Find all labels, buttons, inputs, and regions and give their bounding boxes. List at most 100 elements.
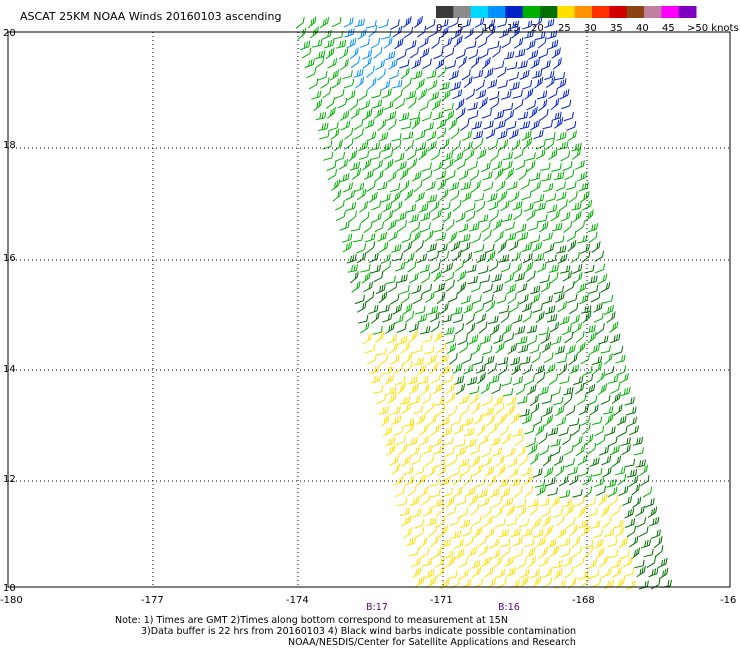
wind-barb (444, 110, 455, 122)
wind-barb (393, 425, 404, 437)
wind-barb (394, 152, 405, 163)
wind-barb (539, 444, 550, 456)
wind-barb (560, 150, 571, 162)
wind-barb (498, 305, 510, 314)
wind-barb (658, 567, 669, 580)
wind-barb (415, 526, 425, 539)
wind-barb (501, 545, 511, 558)
wind-barb (551, 163, 562, 172)
wind-barb (411, 117, 421, 130)
wind-barb (512, 200, 523, 211)
wind-barb (473, 356, 484, 366)
wind-barb (392, 303, 403, 315)
wind-barb (419, 264, 430, 274)
wind-barb (497, 464, 506, 477)
wind-barb (494, 230, 504, 243)
wind-barb (548, 264, 559, 273)
wind-barb (318, 122, 329, 132)
wind-barb (442, 211, 452, 224)
wind-barb (445, 383, 455, 394)
wind-barb (400, 180, 410, 193)
wind-barb (614, 466, 626, 476)
wind-barb (653, 536, 663, 549)
lon-label-174: -174 (286, 595, 309, 606)
wind-barb (587, 223, 599, 233)
wind-barb (481, 57, 491, 70)
wind-barb (450, 467, 461, 477)
wind-barb (551, 111, 562, 121)
wind-barb (506, 283, 517, 295)
wind-barb (654, 545, 664, 558)
wind-barb (509, 356, 521, 366)
wind-barb (548, 88, 558, 99)
wind-barb (500, 487, 511, 498)
wind-barb (564, 169, 575, 181)
wind-barb (374, 221, 385, 233)
wind-barb (458, 458, 470, 468)
wind-barb (440, 201, 451, 211)
wind-barb (463, 141, 473, 152)
wind-barb (554, 72, 566, 81)
wind-barb (465, 88, 476, 100)
wind-barb (402, 131, 414, 140)
wind-barb (356, 188, 367, 201)
wind-barb (588, 284, 599, 295)
lat-label-12: 12 (3, 474, 16, 485)
wind-barb (617, 426, 628, 437)
wind-barb (522, 311, 533, 323)
wind-barb (546, 204, 558, 214)
wind-barb (434, 282, 446, 293)
wind-barb (516, 223, 527, 234)
wind-barb (556, 355, 567, 364)
wind-barb (362, 56, 372, 69)
wind-barb (565, 281, 575, 293)
wind-barb (311, 39, 323, 48)
wind-barb (405, 90, 417, 100)
legend-swatch (453, 6, 472, 18)
wind-barb (450, 81, 461, 91)
wind-barb (411, 284, 422, 295)
wind-barb (315, 50, 326, 60)
wind-barb (366, 180, 376, 193)
wind-barb (368, 191, 378, 203)
wind-barb (391, 133, 402, 142)
wind-barb (487, 475, 497, 487)
wind-barb (397, 335, 408, 346)
wind-barb (458, 223, 469, 233)
wind-barb (458, 169, 469, 181)
wind-barb (615, 354, 626, 364)
wind-barb (534, 364, 545, 375)
wind-barb (373, 271, 384, 283)
wind-barb (356, 243, 367, 254)
wind-barb (511, 251, 521, 262)
wind-barb (410, 395, 421, 406)
wind-barb (426, 517, 437, 526)
wind-barb (562, 161, 573, 172)
wind-barb (625, 580, 636, 590)
wind-barb (460, 295, 471, 305)
wind-barb (453, 35, 463, 48)
wind-barb (624, 458, 636, 468)
wind-barb (478, 545, 489, 557)
wind-barb (428, 525, 438, 538)
wind-barb (515, 48, 526, 58)
wind-barb (385, 275, 396, 285)
wind-barb (453, 538, 464, 549)
wind-barb (320, 77, 330, 89)
wind-barb (591, 577, 602, 588)
wind-barb (566, 230, 577, 242)
wind-barb (497, 79, 508, 89)
wind-barb (417, 25, 427, 38)
wind-barb (387, 393, 397, 405)
wind-barb (626, 469, 638, 478)
wind-barb (535, 424, 545, 436)
wind-barb (469, 385, 480, 395)
wind-barb (524, 87, 534, 100)
wind-barb (501, 377, 513, 387)
wind-barb (447, 405, 458, 417)
wind-barb (472, 515, 482, 527)
wind-barb (372, 212, 382, 223)
wind-barb (575, 444, 586, 457)
wind-barb (484, 67, 494, 79)
wind-barb (560, 265, 571, 274)
